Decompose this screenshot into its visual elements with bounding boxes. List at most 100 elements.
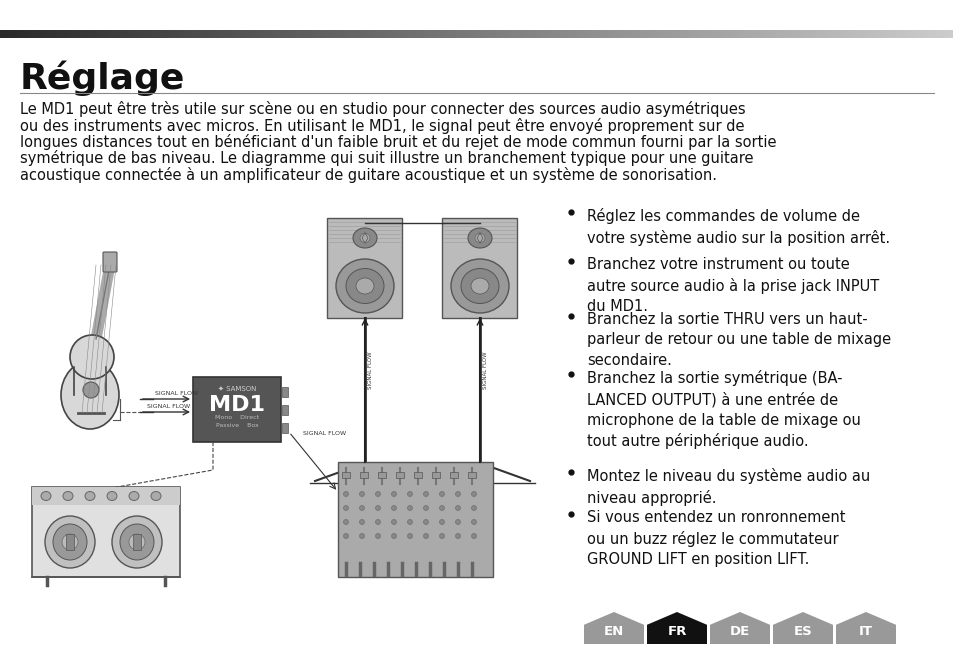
Text: FR: FR bbox=[666, 626, 686, 639]
Text: ES: ES bbox=[793, 626, 812, 639]
Text: ou des instruments avec micros. En utilisant le MD1, le signal peut être envoyé : ou des instruments avec micros. En utili… bbox=[20, 117, 743, 134]
Ellipse shape bbox=[85, 491, 95, 500]
Ellipse shape bbox=[359, 533, 364, 539]
Ellipse shape bbox=[391, 491, 396, 496]
Ellipse shape bbox=[455, 506, 460, 511]
FancyBboxPatch shape bbox=[468, 472, 476, 478]
FancyBboxPatch shape bbox=[32, 487, 180, 505]
Text: symétrique de bas niveau. Le diagramme qui suit illustre un branchement typique : symétrique de bas niveau. Le diagramme q… bbox=[20, 151, 753, 167]
Ellipse shape bbox=[359, 506, 364, 511]
Ellipse shape bbox=[375, 491, 380, 496]
Ellipse shape bbox=[359, 491, 364, 496]
Ellipse shape bbox=[375, 506, 380, 511]
FancyBboxPatch shape bbox=[327, 218, 402, 318]
FancyBboxPatch shape bbox=[282, 423, 288, 433]
Ellipse shape bbox=[62, 534, 78, 550]
Ellipse shape bbox=[120, 524, 153, 560]
Ellipse shape bbox=[375, 533, 380, 539]
Ellipse shape bbox=[455, 533, 460, 539]
FancyBboxPatch shape bbox=[337, 462, 493, 577]
Ellipse shape bbox=[112, 516, 162, 568]
Ellipse shape bbox=[343, 491, 348, 496]
Polygon shape bbox=[835, 612, 895, 644]
Ellipse shape bbox=[343, 533, 348, 539]
Ellipse shape bbox=[471, 491, 476, 496]
Ellipse shape bbox=[359, 519, 364, 524]
Ellipse shape bbox=[151, 491, 161, 500]
FancyBboxPatch shape bbox=[450, 472, 457, 478]
FancyBboxPatch shape bbox=[341, 472, 350, 478]
Ellipse shape bbox=[359, 234, 370, 243]
Ellipse shape bbox=[129, 491, 139, 500]
Ellipse shape bbox=[439, 533, 444, 539]
FancyBboxPatch shape bbox=[103, 252, 117, 272]
Text: Réglez les commandes de volume de
votre système audio sur la position arrêt.: Réglez les commandes de volume de votre … bbox=[586, 208, 889, 246]
Text: ✦ SAMSON: ✦ SAMSON bbox=[217, 386, 256, 392]
Text: SIGNAL FLOW: SIGNAL FLOW bbox=[147, 404, 190, 409]
FancyBboxPatch shape bbox=[74, 367, 106, 395]
Ellipse shape bbox=[107, 491, 117, 500]
Polygon shape bbox=[772, 612, 832, 644]
Text: Montez le niveau du système audio au
niveau approprié.: Montez le niveau du système audio au niv… bbox=[586, 468, 869, 506]
FancyBboxPatch shape bbox=[359, 472, 368, 478]
Ellipse shape bbox=[455, 519, 460, 524]
Polygon shape bbox=[646, 612, 706, 644]
Ellipse shape bbox=[407, 533, 412, 539]
Ellipse shape bbox=[407, 491, 412, 496]
Text: MD1: MD1 bbox=[209, 395, 265, 415]
Ellipse shape bbox=[63, 491, 73, 500]
Ellipse shape bbox=[407, 519, 412, 524]
Text: Mono    Direct: Mono Direct bbox=[214, 415, 259, 420]
Text: acoustique connectée à un amplificateur de guitare acoustique et un système de s: acoustique connectée à un amplificateur … bbox=[20, 167, 717, 183]
Ellipse shape bbox=[61, 361, 119, 429]
Text: SIGNAL FLOW: SIGNAL FLOW bbox=[154, 391, 198, 396]
Ellipse shape bbox=[471, 506, 476, 511]
Ellipse shape bbox=[70, 335, 113, 379]
Text: EN: EN bbox=[603, 626, 623, 639]
Text: Réglage: Réglage bbox=[20, 60, 185, 95]
Ellipse shape bbox=[346, 269, 384, 304]
Ellipse shape bbox=[375, 519, 380, 524]
Ellipse shape bbox=[391, 506, 396, 511]
Ellipse shape bbox=[475, 234, 484, 243]
FancyBboxPatch shape bbox=[282, 387, 288, 397]
Text: Branchez votre instrument ou toute
autre source audio à la prise jack INPUT
du M: Branchez votre instrument ou toute autre… bbox=[586, 257, 879, 314]
Text: Branchez la sortie THRU vers un haut-
parleur de retour ou une table de mixage
s: Branchez la sortie THRU vers un haut- pa… bbox=[586, 312, 890, 368]
Ellipse shape bbox=[439, 519, 444, 524]
Ellipse shape bbox=[439, 491, 444, 496]
Text: SIGNAL FLOW: SIGNAL FLOW bbox=[482, 351, 488, 389]
Ellipse shape bbox=[451, 259, 509, 313]
Ellipse shape bbox=[471, 533, 476, 539]
Ellipse shape bbox=[391, 533, 396, 539]
Ellipse shape bbox=[423, 506, 428, 511]
Ellipse shape bbox=[455, 491, 460, 496]
Ellipse shape bbox=[53, 524, 87, 560]
Ellipse shape bbox=[83, 382, 99, 398]
FancyBboxPatch shape bbox=[442, 218, 517, 318]
Polygon shape bbox=[709, 612, 769, 644]
FancyBboxPatch shape bbox=[377, 472, 386, 478]
FancyBboxPatch shape bbox=[395, 472, 403, 478]
Ellipse shape bbox=[343, 519, 348, 524]
Ellipse shape bbox=[423, 533, 428, 539]
FancyBboxPatch shape bbox=[193, 377, 281, 442]
Ellipse shape bbox=[335, 259, 394, 313]
FancyBboxPatch shape bbox=[132, 534, 141, 550]
Text: SIGNAL FLOW: SIGNAL FLOW bbox=[303, 431, 346, 436]
Text: IT: IT bbox=[858, 626, 872, 639]
Ellipse shape bbox=[439, 506, 444, 511]
FancyBboxPatch shape bbox=[66, 534, 74, 550]
Ellipse shape bbox=[129, 534, 145, 550]
Ellipse shape bbox=[471, 519, 476, 524]
Ellipse shape bbox=[355, 278, 374, 294]
FancyBboxPatch shape bbox=[432, 472, 439, 478]
Text: longues distances tout en bénéficiant d'un faible bruit et du rejet de mode comm: longues distances tout en bénéficiant d'… bbox=[20, 134, 776, 150]
Ellipse shape bbox=[343, 506, 348, 511]
Ellipse shape bbox=[41, 491, 51, 500]
Ellipse shape bbox=[353, 228, 376, 248]
Polygon shape bbox=[583, 612, 643, 644]
Ellipse shape bbox=[407, 506, 412, 511]
Text: Si vous entendez un ronronnement
ou un buzz réglez le commutateur
GROUND LIFT en: Si vous entendez un ronronnement ou un b… bbox=[586, 510, 844, 567]
Text: Le MD1 peut être très utile sur scène ou en studio pour connecter des sources au: Le MD1 peut être très utile sur scène ou… bbox=[20, 101, 745, 117]
FancyBboxPatch shape bbox=[414, 472, 421, 478]
